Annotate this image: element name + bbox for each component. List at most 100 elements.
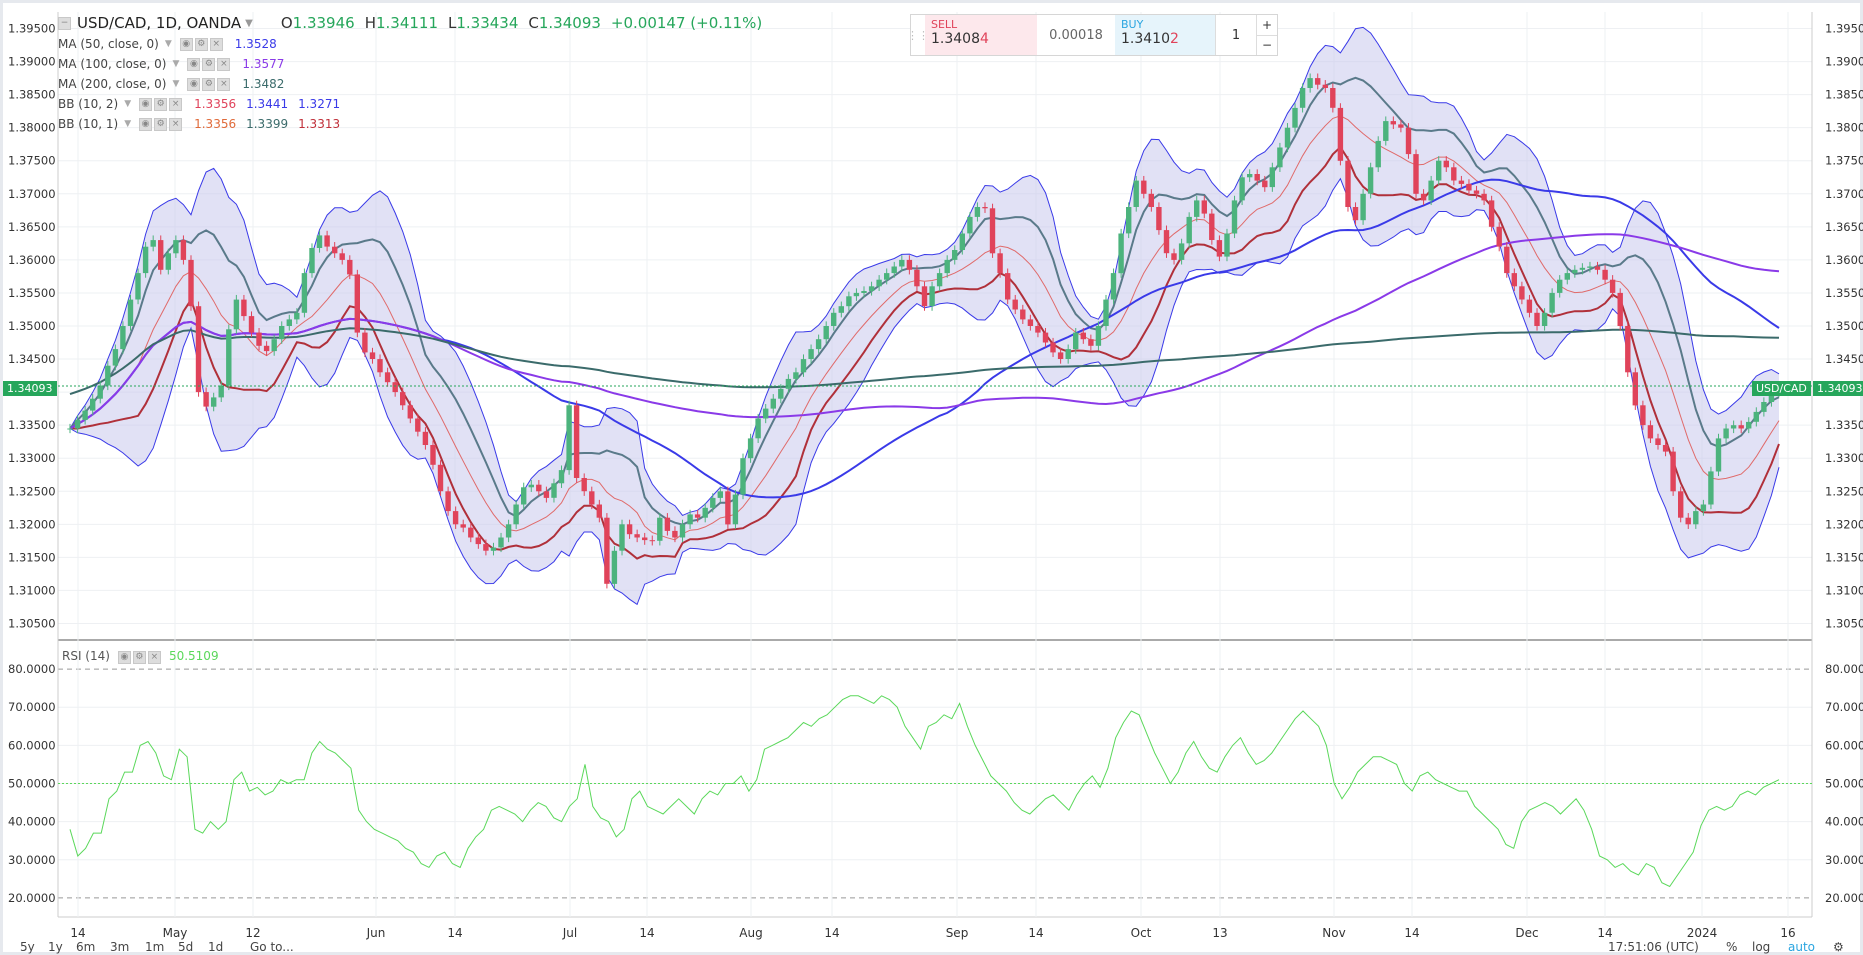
eye-icon[interactable]: ◉ (187, 57, 201, 71)
eye-icon[interactable]: ◉ (179, 37, 193, 51)
settings-icon[interactable]: ⚙ (202, 77, 216, 91)
candle (838, 306, 844, 313)
candle (347, 259, 353, 275)
buy-price: 1.34102 (1121, 31, 1179, 47)
range-3m[interactable]: 3m (110, 940, 130, 954)
eye-icon[interactable]: ◉ (139, 97, 153, 111)
price-tick-label: 1.31500 (1825, 550, 1863, 564)
candle (1163, 230, 1170, 254)
close-icon[interactable]: × (169, 97, 183, 111)
date-tick-label: 14 (70, 926, 85, 940)
range-5d[interactable]: 5d (178, 940, 194, 954)
range-6m[interactable]: 6m (76, 940, 96, 954)
range-1m[interactable]: 1m (145, 940, 165, 954)
gear-icon[interactable]: ⚙ (1833, 940, 1844, 954)
quantity-input[interactable]: 1 (1215, 15, 1256, 55)
increment-button[interactable]: + (1257, 15, 1277, 36)
rsi-tick-label: 40.0000 (1825, 815, 1863, 829)
price-tick-label-left: 1.37500 (8, 154, 56, 168)
price-tick-label: 1.34500 (1825, 352, 1863, 366)
eye-icon[interactable]: ◉ (187, 77, 201, 91)
candle (1035, 326, 1041, 333)
settings-icon[interactable]: ⚙ (194, 37, 208, 51)
price-tick-label: 1.35000 (1825, 319, 1863, 333)
log-toggle[interactable]: log (1752, 940, 1771, 954)
indicator-row: BB (10, 1) ▼ ◉ ⚙ × 1.3356 1.3399 1.3313 (58, 114, 762, 134)
close-icon[interactable]: × (169, 117, 183, 131)
sell-button[interactable]: SELL 1.34084 (925, 15, 1037, 55)
percent-toggle[interactable]: % (1726, 940, 1738, 954)
close-label: C (528, 14, 539, 32)
chevron-down-icon[interactable]: ▼ (245, 17, 253, 29)
chevron-down-icon[interactable]: ▼ (172, 59, 180, 69)
candle (853, 292, 860, 297)
candle (740, 458, 746, 495)
decrement-button[interactable]: − (1261, 38, 1273, 53)
candle (596, 504, 602, 518)
indicator-name[interactable]: MA (200, close, 0) (58, 77, 167, 91)
indicator-name[interactable]: BB (10, 2) (58, 97, 119, 111)
candle (1322, 84, 1328, 88)
range-5y[interactable]: 5y (20, 940, 35, 954)
buy-button[interactable]: BUY 1.34102 (1115, 15, 1215, 55)
candle (256, 332, 262, 346)
spread-value: 0.00018 (1049, 27, 1103, 43)
candle (868, 286, 875, 291)
settings-icon[interactable]: ⚙ (154, 117, 168, 131)
symbol-price-tag: USD/CAD (1752, 381, 1811, 396)
date-tick-label: 12 (245, 926, 260, 940)
candle (286, 319, 292, 326)
close-icon[interactable]: × (217, 57, 231, 71)
close-icon[interactable]: × (217, 77, 231, 91)
settings-icon[interactable]: ⚙ (132, 651, 146, 664)
collapse-icon[interactable]: − (58, 16, 71, 30)
drag-handle-icon[interactable]: ⋮⋮ (907, 28, 929, 42)
range-1d[interactable]: 1d (208, 940, 224, 954)
candle (1723, 428, 1729, 439)
range-1y[interactable]: 1y (48, 940, 63, 954)
price-tick-label: 1.37500 (1825, 154, 1863, 168)
candle (150, 240, 156, 247)
close-icon[interactable]: × (209, 37, 223, 51)
candle (521, 487, 527, 505)
auto-toggle[interactable]: auto (1788, 940, 1816, 954)
candle (967, 216, 973, 234)
price-tick-label-left: 1.39000 (8, 55, 56, 69)
chevron-down-icon[interactable]: ▼ (164, 39, 172, 49)
candle (1443, 160, 1449, 168)
candle (1670, 451, 1676, 492)
candle (1730, 425, 1737, 429)
eye-icon[interactable]: ◉ (117, 651, 131, 664)
trade-panel: ⋮⋮ SELL 1.34084 0.00018 BUY 1.34102 1 + … (907, 14, 1278, 56)
chart-legend: − USD/CAD, 1D, OANDA ▼ O 1.33946 H 1.34111… (58, 12, 762, 134)
candle (1655, 438, 1661, 445)
symbol-title[interactable]: USD/CAD, 1D, OANDA (77, 14, 242, 32)
rsi-name[interactable]: RSI (14) (62, 649, 110, 663)
candle (611, 550, 618, 584)
candle (67, 428, 73, 430)
indicator-name[interactable]: MA (100, close, 0) (58, 57, 167, 71)
indicator-row: BB (10, 2) ▼ ◉ ⚙ × 1.3356 1.3441 1.3271 (58, 94, 762, 114)
chevron-down-icon[interactable]: ▼ (124, 119, 132, 129)
chevron-down-icon[interactable]: ▼ (172, 79, 180, 89)
candle (339, 253, 345, 260)
rsi-tick-label-left: 50.0000 (8, 777, 56, 791)
candle (1753, 411, 1759, 422)
chevron-down-icon[interactable]: ▼ (124, 99, 132, 109)
settings-icon[interactable]: ⚙ (154, 97, 168, 111)
close-value: 1.34093 (538, 14, 601, 32)
candle (1020, 309, 1026, 320)
settings-icon[interactable]: ⚙ (202, 57, 216, 71)
candle (664, 517, 671, 531)
indicator-name[interactable]: BB (10, 1) (58, 117, 119, 131)
close-icon[interactable]: × (147, 651, 161, 664)
indicator-name[interactable]: MA (50, close, 0) (58, 37, 159, 51)
date-tick-label: 14 (447, 926, 462, 940)
goto-button[interactable]: Go to... (250, 940, 294, 954)
candle (936, 273, 943, 287)
price-tick-label-left: 1.33500 (8, 418, 56, 432)
eye-icon[interactable]: ◉ (139, 117, 153, 131)
indicator-value: 1.3356 (194, 97, 237, 111)
price-tick-label-left: 1.33000 (8, 451, 56, 465)
